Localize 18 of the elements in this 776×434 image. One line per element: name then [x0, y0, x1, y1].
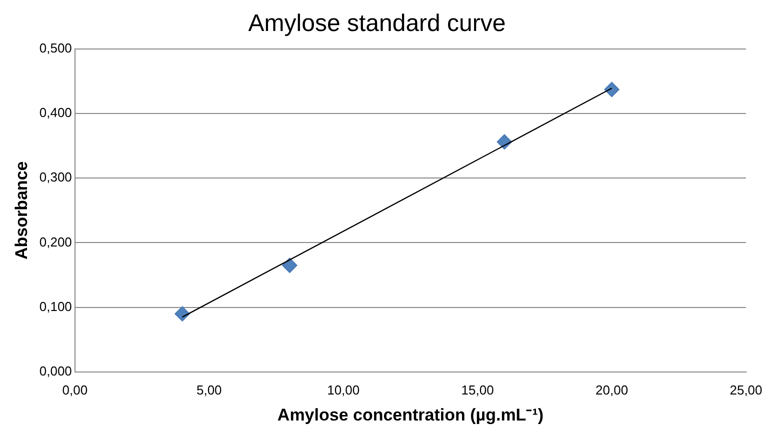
x-tick-label: 20,00	[596, 382, 628, 398]
point	[282, 258, 298, 273]
x-tick-label: 10,00	[327, 382, 360, 398]
y-tick-label: 0,300	[39, 170, 72, 185]
y-tick-label: 0,200	[39, 234, 72, 250]
x-tick-label: 5,00	[196, 382, 222, 398]
x-tick-label: 15,00	[461, 382, 494, 398]
x-axis-title: Amylose concentration (µg.mL⁻¹)	[277, 405, 544, 424]
y-tick-label: 0,500	[39, 40, 72, 56]
point	[604, 82, 620, 98]
y-axis-title: Absorbance	[12, 161, 31, 260]
x-tick-label: 25,00	[730, 382, 762, 398]
y-tick-label: 0,100	[39, 298, 72, 314]
y-tick-label: 0,400	[39, 105, 72, 120]
y-tick-label: 0,000	[39, 364, 72, 379]
point	[174, 306, 190, 322]
x-tick-label: 0,00	[62, 382, 88, 398]
chart-title: Amylose standard curve	[248, 10, 506, 38]
